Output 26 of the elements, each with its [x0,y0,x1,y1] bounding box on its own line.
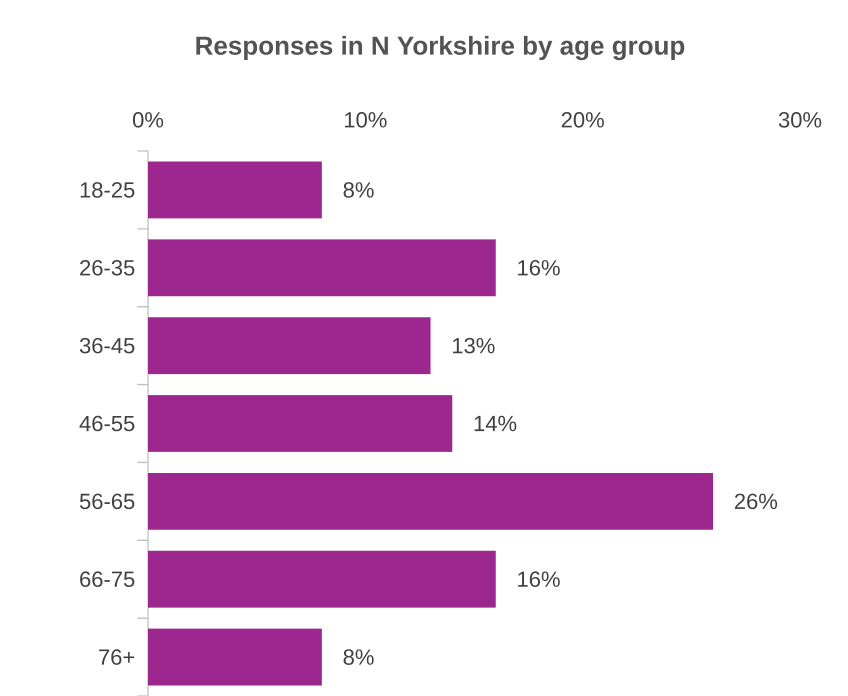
y-tick-label: 76+ [99,649,134,665]
bar [148,550,496,608]
data-label: 13% [452,338,495,354]
data-label: 8% [344,649,374,665]
data-label: 26% [734,494,778,510]
y-tick-label: 46-55 [80,416,134,432]
bar [148,628,322,686]
y-tick-label: 36-45 [80,338,134,354]
bar [148,239,496,296]
bar [148,162,322,218]
bar [148,395,452,452]
data-label: 14% [474,416,516,432]
y-tick-label: 56-65 [80,494,134,510]
x-tick-label: 0% [132,112,164,128]
x-tick-label: 20% [562,112,604,128]
x-tick-label: 30% [778,112,822,128]
y-tick-label: 66-75 [80,571,134,588]
y-tick-label: 26-35 [80,260,134,276]
bar [148,472,714,530]
x-tick-label: 10% [344,112,387,128]
data-label: 8% [344,182,374,198]
y-tick-label: 18-25 [80,182,134,198]
bar [148,317,431,374]
chart-title: Responses in N Yorkshire by age group [196,36,684,60]
data-label: 16% [518,571,560,588]
data-label: 16% [518,260,560,276]
